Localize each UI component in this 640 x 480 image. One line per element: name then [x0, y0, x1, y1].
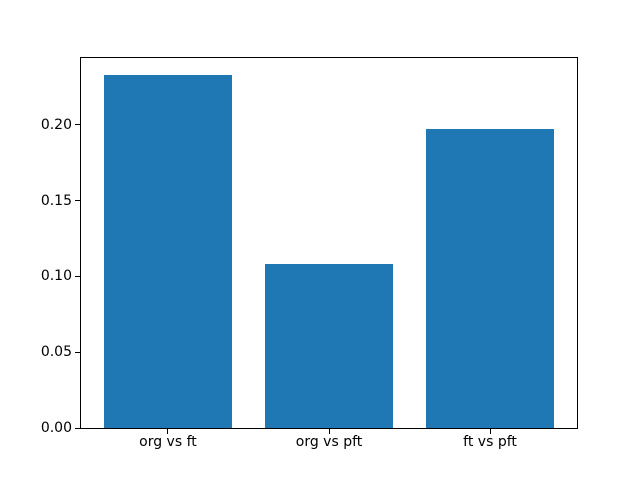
- y-tick-label: 0.00: [40, 420, 72, 436]
- x-tick-label: org vs pft: [295, 434, 363, 450]
- x-tick-label: ft vs pft: [463, 434, 517, 450]
- y-tick: [75, 200, 80, 202]
- bar-org-vs-ft: [103, 74, 233, 428]
- y-tick: [75, 351, 80, 353]
- y-tick-label: 0.05: [40, 344, 72, 361]
- y-tick: [75, 427, 80, 429]
- y-tick: [75, 124, 80, 126]
- bar-ft-vs-pft: [425, 129, 555, 428]
- x-tick: [167, 429, 169, 434]
- y-tick: [75, 275, 80, 277]
- x-tick: [328, 429, 330, 434]
- bar-org-vs-pft: [264, 264, 394, 428]
- y-tick-label: 0.15: [40, 192, 72, 209]
- plot-area: org vs ft org vs pft ft vs pft 0.00 0.05 0.10…: [41, 57, 578, 449]
- x-tick-label: org vs ft: [139, 434, 197, 450]
- y-tick-label: 0.20: [40, 116, 72, 133]
- x-tick: [489, 429, 491, 434]
- y-tick-label: 0.10: [40, 268, 72, 285]
